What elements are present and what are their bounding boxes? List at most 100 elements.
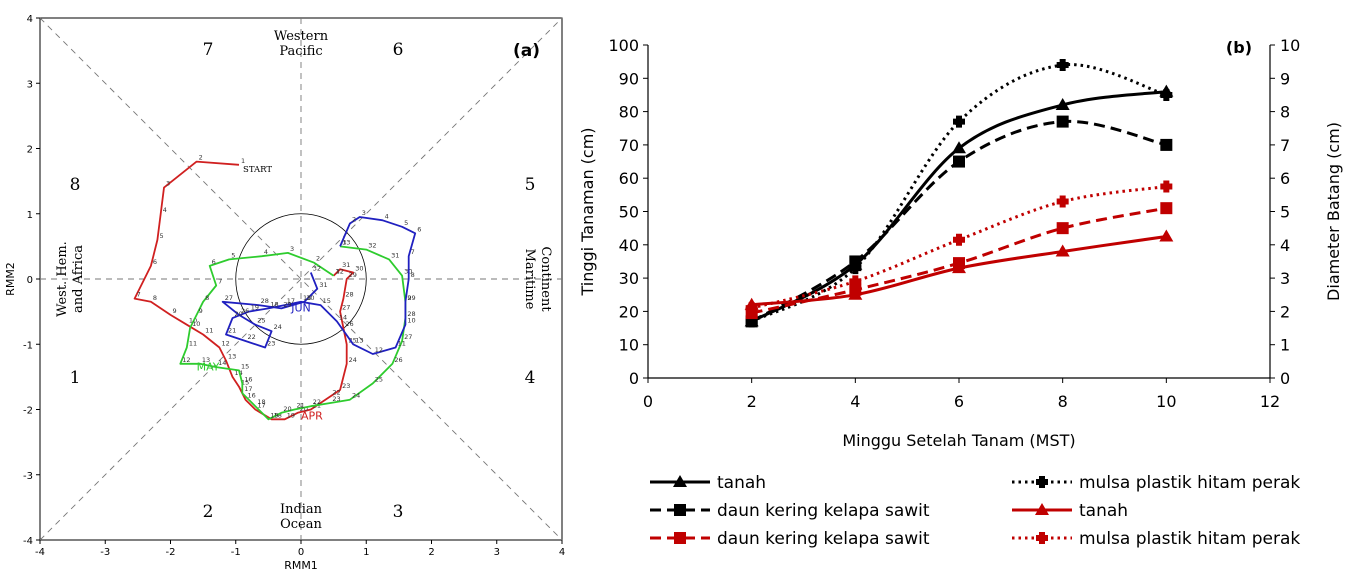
series-marker-5 <box>1056 195 1069 208</box>
day-label: 6 <box>212 258 216 266</box>
day-label: 13 <box>202 356 210 364</box>
day-label: 17 <box>287 297 295 305</box>
day-label: 27 <box>225 294 233 302</box>
region-label-right: Maritime <box>522 249 537 310</box>
day-label: 26 <box>241 307 249 315</box>
series-marker-3 <box>1159 229 1174 242</box>
day-label: 23 <box>342 382 350 390</box>
legend-swatch-marker <box>1036 476 1048 488</box>
day-label: 3 <box>362 209 366 217</box>
y-tick-label: -1 <box>23 340 33 351</box>
day-label: 6 <box>417 225 421 233</box>
day-label: 12 <box>221 340 229 348</box>
start-label: START <box>243 165 272 175</box>
phase-number: 8 <box>70 175 81 195</box>
day-label: 16 <box>303 294 311 302</box>
y2-tick-label: 6 <box>1280 169 1290 188</box>
day-label: 27 <box>342 304 350 312</box>
day-label: 32 <box>336 268 344 276</box>
day-label: 10 <box>407 317 415 325</box>
series-marker-2 <box>953 115 965 128</box>
month-label-apr: APR <box>301 409 323 422</box>
day-label: 26 <box>394 356 402 364</box>
y-axis-title: Tinggi Tanaman (cm) <box>578 127 597 296</box>
y2-axis-title: Diameter Batang (cm) <box>1324 122 1343 301</box>
legend-entry: mulsa plastik hitam perak <box>1012 473 1300 493</box>
x-tick-label: 4 <box>850 392 860 411</box>
day-label: 2 <box>316 255 320 263</box>
y-tick-label: 4 <box>27 14 33 25</box>
day-label: 11 <box>189 340 197 348</box>
series-marker-2 <box>1056 58 1069 71</box>
y-tick-label: 0 <box>629 369 639 388</box>
day-label: 7 <box>218 278 222 286</box>
series-marker-4 <box>953 257 965 270</box>
y2-tick-label: 3 <box>1280 269 1290 288</box>
y-tick-label: -2 <box>23 406 33 417</box>
trajectory-apr <box>133 160 355 421</box>
day-label: 19 <box>251 304 259 312</box>
day-label: 21 <box>296 402 304 410</box>
region-label-top: Pacific <box>279 44 322 59</box>
day-label: 14 <box>234 369 242 377</box>
day-label: 9 <box>173 307 177 315</box>
day-label: 27 <box>404 333 412 341</box>
y-tick-label: 70 <box>619 136 639 155</box>
phase-number: 2 <box>203 502 214 522</box>
x-tick-label: 12 <box>1260 392 1280 411</box>
day-label: 10 <box>192 320 200 328</box>
series-marker-4 <box>1160 202 1173 215</box>
day-label: 6 <box>153 258 157 266</box>
day-label: 20 <box>234 310 242 318</box>
series-marker-4 <box>1056 222 1069 235</box>
region-label-top: Western <box>274 29 329 44</box>
day-label: 21 <box>228 326 236 334</box>
y-tick-label: 50 <box>619 203 639 222</box>
series-marker-5 <box>849 275 862 288</box>
day-label: 30 <box>306 294 314 302</box>
diagonal-line <box>39 17 563 541</box>
day-label: 17 <box>244 385 252 393</box>
legend-label: daun kering kelapa sawit <box>717 529 930 549</box>
day-label: 25 <box>375 375 383 383</box>
day-label: 4 <box>163 206 167 214</box>
y2-tick-label: 10 <box>1280 36 1300 55</box>
series-marker-2 <box>1160 88 1173 101</box>
day-label: 9 <box>199 307 203 315</box>
y2-tick-label: 8 <box>1280 103 1290 122</box>
legend-entry: tanah <box>650 473 766 493</box>
day-label: 24 <box>349 356 357 364</box>
y-tick-label: -3 <box>23 471 33 482</box>
legend-swatch-marker <box>1035 503 1049 515</box>
x-tick-label: -4 <box>35 547 45 558</box>
legend-label: tanah <box>717 473 766 493</box>
y-tick-label: 2 <box>27 145 33 156</box>
region-label-left: and Africa <box>71 245 86 313</box>
y-tick-label: 60 <box>619 169 639 188</box>
y2-tick-label: 1 <box>1280 336 1290 355</box>
series-marker-1 <box>1056 115 1069 128</box>
y-axis-title: RMM2 <box>4 262 17 296</box>
day-label: 33 <box>342 238 350 246</box>
legend-label: mulsa plastik hitam perak <box>1079 473 1300 493</box>
x-axis-title: Minggu Setelah Tanam (MST) <box>842 431 1075 450</box>
day-label: 31 <box>391 251 399 259</box>
day-label: 25 <box>349 336 357 344</box>
y2-tick-label: 0 <box>1280 369 1290 388</box>
series-marker-2 <box>849 262 862 275</box>
day-label: 31 <box>342 261 350 269</box>
x-tick-label: -3 <box>100 547 110 558</box>
diagonal-line <box>39 17 563 541</box>
day-label: 20 <box>300 405 308 413</box>
trajectory-jun <box>221 216 417 355</box>
x-tick-label: 10 <box>1156 392 1176 411</box>
month-label-jun: JUN <box>290 302 311 315</box>
day-label: 23 <box>332 395 340 403</box>
phase-number: 3 <box>393 502 404 522</box>
region-label-right: Continent <box>538 246 553 312</box>
day-label: 3 <box>290 245 294 253</box>
day-label: 32 <box>313 264 321 272</box>
x-tick-label: 3 <box>494 547 500 558</box>
panel-label-b: (b) <box>1226 38 1252 57</box>
